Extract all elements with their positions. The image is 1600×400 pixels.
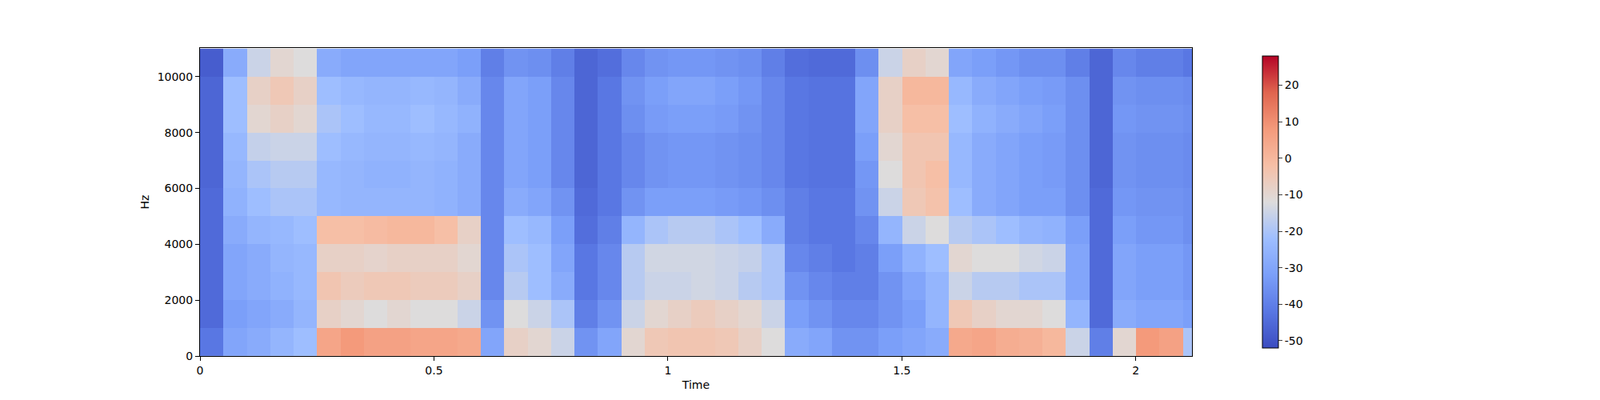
svg-text:Hz: Hz (138, 195, 152, 210)
svg-text:-40: -40 (1284, 297, 1304, 311)
svg-text:4000: 4000 (164, 237, 194, 251)
svg-text:Time: Time (681, 378, 710, 392)
svg-text:1.5: 1.5 (892, 364, 911, 377)
svg-text:0: 0 (185, 349, 193, 363)
svg-text:10000: 10000 (157, 70, 194, 84)
svg-text:-30: -30 (1284, 261, 1304, 275)
svg-text:0.5: 0.5 (424, 364, 443, 377)
svg-text:-10: -10 (1284, 188, 1304, 201)
svg-text:2000: 2000 (164, 293, 194, 307)
svg-text:10: 10 (1284, 115, 1300, 128)
svg-text:2: 2 (1132, 364, 1140, 377)
svg-text:1: 1 (664, 364, 672, 377)
svg-text:8000: 8000 (164, 126, 194, 140)
svg-text:-50: -50 (1284, 334, 1304, 348)
svg-text:20: 20 (1284, 78, 1300, 92)
svg-text:0: 0 (1284, 152, 1292, 165)
svg-text:6000: 6000 (164, 181, 194, 195)
svg-text:-20: -20 (1284, 224, 1304, 238)
svg-text:0: 0 (196, 364, 204, 377)
